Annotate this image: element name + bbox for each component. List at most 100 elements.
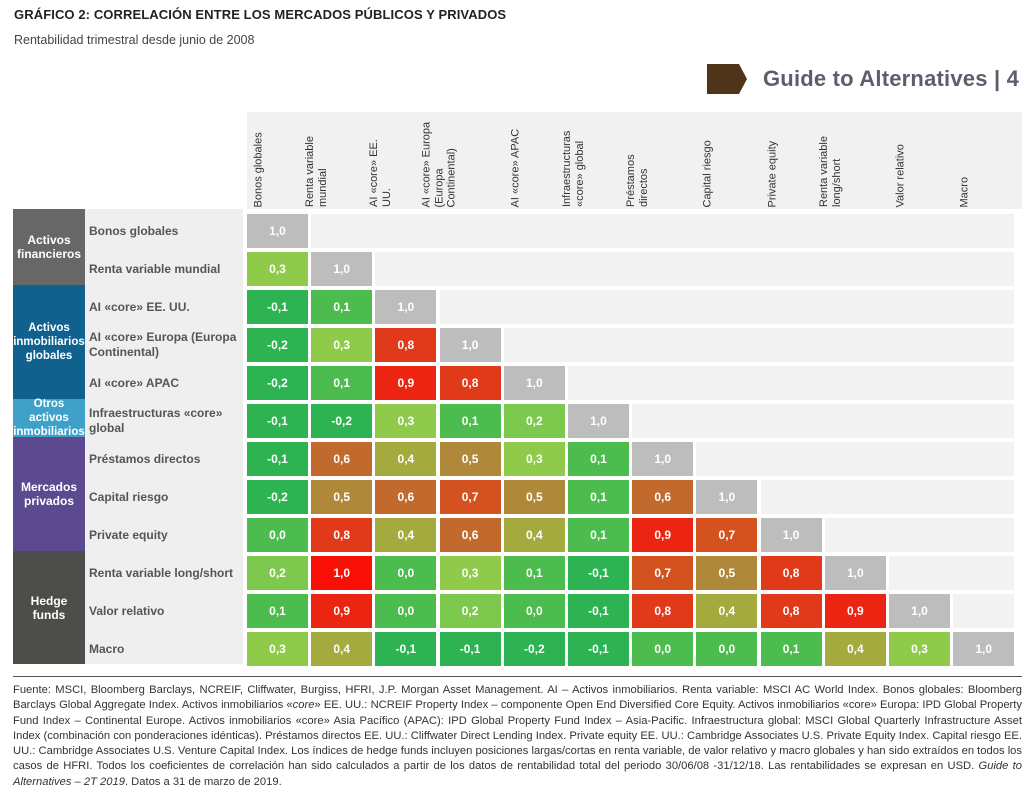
correlation-cell: 0,5 xyxy=(439,442,501,476)
diagonal-cell: 1,0 xyxy=(503,366,565,400)
row-label-valor-relativo: Valor relativo xyxy=(89,603,165,618)
row-label-ai-core-europa-europa-continental: AI «core» Europa (Europa Continental) xyxy=(89,330,237,359)
column-header-capital-riesgo: Capital riesgo xyxy=(696,112,760,209)
correlation-cell: 0,3 xyxy=(311,328,373,362)
correlation-cell: 0,9 xyxy=(632,518,694,552)
chart-title: GRÁFICO 2: CORRELACIÓN ENTRE LOS MERCADO… xyxy=(14,7,507,22)
correlation-cell: 0,4 xyxy=(503,518,565,552)
empty-row-area xyxy=(696,442,1015,476)
diagonal-cell: 1,0 xyxy=(375,290,437,324)
row-label-private-equity: Private equity xyxy=(89,527,168,542)
correlation-cell: -0,2 xyxy=(247,328,308,362)
empty-row-area xyxy=(375,252,1015,286)
footnote-text-1: Fuente: MSCI, Bloomberg Barclays, NCREIF… xyxy=(13,684,1022,712)
correlation-cell: 0,9 xyxy=(311,594,373,628)
correlation-cell: -0,1 xyxy=(568,556,629,590)
correlation-cell: 0,1 xyxy=(568,518,629,552)
correlation-cell: 0,0 xyxy=(247,518,308,552)
empty-row-area xyxy=(632,404,1015,438)
empty-row-area xyxy=(568,366,1015,400)
empty-row-area xyxy=(311,214,1015,248)
correlation-cell: 0,3 xyxy=(375,404,437,438)
correlation-cell: 0,9 xyxy=(824,594,886,628)
correlation-cell: 0,1 xyxy=(503,556,565,590)
diagonal-cell: 1,0 xyxy=(632,442,694,476)
correlation-cell: 0,9 xyxy=(375,366,437,400)
column-header-label: Capital riesgo xyxy=(701,139,714,207)
column-header-label: Infraestructuras «core» global xyxy=(561,130,586,207)
footnote-text-3: . Datos a 31 de marzo de 2019. xyxy=(124,775,282,788)
footnote-italic-core: core xyxy=(292,699,315,712)
column-header-label: Renta variable mundial xyxy=(304,136,329,207)
correlation-cell: 0,8 xyxy=(760,594,822,628)
correlation-cell: 0,6 xyxy=(439,518,501,552)
correlation-cell: 0,1 xyxy=(568,442,629,476)
brand-header: Guide to Alternatives | 4 xyxy=(707,64,1019,94)
correlation-cell: 0,1 xyxy=(439,404,501,438)
correlation-cell: 0,6 xyxy=(375,480,437,514)
correlation-cell: -0,1 xyxy=(247,290,308,324)
column-header-valor-relativo: Valor relativo xyxy=(889,112,953,209)
correlation-cell: 0,1 xyxy=(311,290,373,324)
row-label-ai-core-ee-uu: AI «core» EE. UU. xyxy=(89,299,190,314)
correlation-cell: 0,1 xyxy=(568,480,629,514)
correlation-cell: 0,3 xyxy=(439,556,501,590)
column-header-prestamos-directos: Préstamos directos xyxy=(625,112,696,209)
empty-row-area xyxy=(503,328,1015,362)
chart-subtitle: Rentabilidad trimestral desde junio de 2… xyxy=(14,33,255,47)
correlation-cell: 0,3 xyxy=(889,632,950,666)
correlation-cell: 0,0 xyxy=(375,556,437,590)
correlation-cell: -0,2 xyxy=(247,366,308,400)
row-label-bonos-globales: Bonos globales xyxy=(89,223,179,238)
correlation-cell: 1,0 xyxy=(311,556,373,590)
column-header-label: AI «core» EE. UU. xyxy=(368,139,393,207)
correlation-cell: 0,6 xyxy=(632,480,694,514)
column-header-ai-core-europa-europa-continental: AI «core» Europa (Europa Continental) xyxy=(420,112,504,209)
correlation-cell: 0,5 xyxy=(311,480,373,514)
empty-row-area xyxy=(439,290,1015,324)
diagonal-cell: 1,0 xyxy=(824,556,886,590)
group-mercados-privados: Mercados privados xyxy=(13,437,85,551)
column-header-renta-variable-mundial: Renta variable mundial xyxy=(304,112,375,209)
correlation-cell: 0,4 xyxy=(824,632,886,666)
correlation-cell: 0,7 xyxy=(439,480,501,514)
correlation-cell: 0,5 xyxy=(503,480,565,514)
row-label-infraestructuras-core-global: Infraestructuras «core» global xyxy=(89,406,223,435)
correlation-cell: 0,4 xyxy=(696,594,758,628)
footnote-divider xyxy=(13,676,1022,677)
correlation-cell: 0,2 xyxy=(439,594,501,628)
row-label-capital-riesgo: Capital riesgo xyxy=(89,489,169,504)
row-label-macro: Macro xyxy=(89,641,125,656)
empty-row-area xyxy=(953,594,1015,628)
correlation-cell: -0,2 xyxy=(311,404,373,438)
correlation-cell: 0,4 xyxy=(311,632,373,666)
column-header-bonos-globales: Bonos globales xyxy=(247,112,311,209)
correlation-cell: -0,1 xyxy=(247,442,308,476)
correlation-cell: 0,1 xyxy=(247,594,308,628)
column-header-label: Renta variable long/short xyxy=(817,136,843,207)
correlation-cell: 0,0 xyxy=(696,632,758,666)
correlation-cell: 0,1 xyxy=(760,632,822,666)
column-header-label: Bonos globales xyxy=(252,131,265,207)
correlation-cell: 0,7 xyxy=(632,556,694,590)
correlation-cell: -0,1 xyxy=(247,404,308,438)
correlation-cell: 0,1 xyxy=(311,366,373,400)
brand-arrow-icon xyxy=(707,64,747,94)
diagonal-cell: 1,0 xyxy=(439,328,501,362)
correlation-cell: -0,1 xyxy=(568,594,629,628)
correlation-cell: 0,8 xyxy=(375,328,437,362)
column-header-infraestructuras-core-global: Infraestructuras «core» global xyxy=(561,112,632,209)
column-header-ai-core-apac: AI «core» APAC xyxy=(504,112,568,209)
correlation-cell: 0,8 xyxy=(632,594,694,628)
row-label-ai-core-apac: AI «core» APAC xyxy=(89,375,180,390)
column-header-label: AI «core» APAC xyxy=(509,128,522,207)
row-label-band xyxy=(85,209,243,664)
column-header-label: Valor relativo xyxy=(894,143,907,207)
diagonal-cell: 1,0 xyxy=(311,252,373,286)
correlation-cell: 0,0 xyxy=(375,594,437,628)
column-header-label: Macro xyxy=(958,176,971,207)
correlation-cell: -0,2 xyxy=(503,632,565,666)
group-otros-activos-inmobiliarios: Otros activos inmobiliarios xyxy=(13,398,85,438)
row-label-prestamos-directos: Préstamos directos xyxy=(89,451,201,466)
correlation-cell: 0,8 xyxy=(760,556,822,590)
